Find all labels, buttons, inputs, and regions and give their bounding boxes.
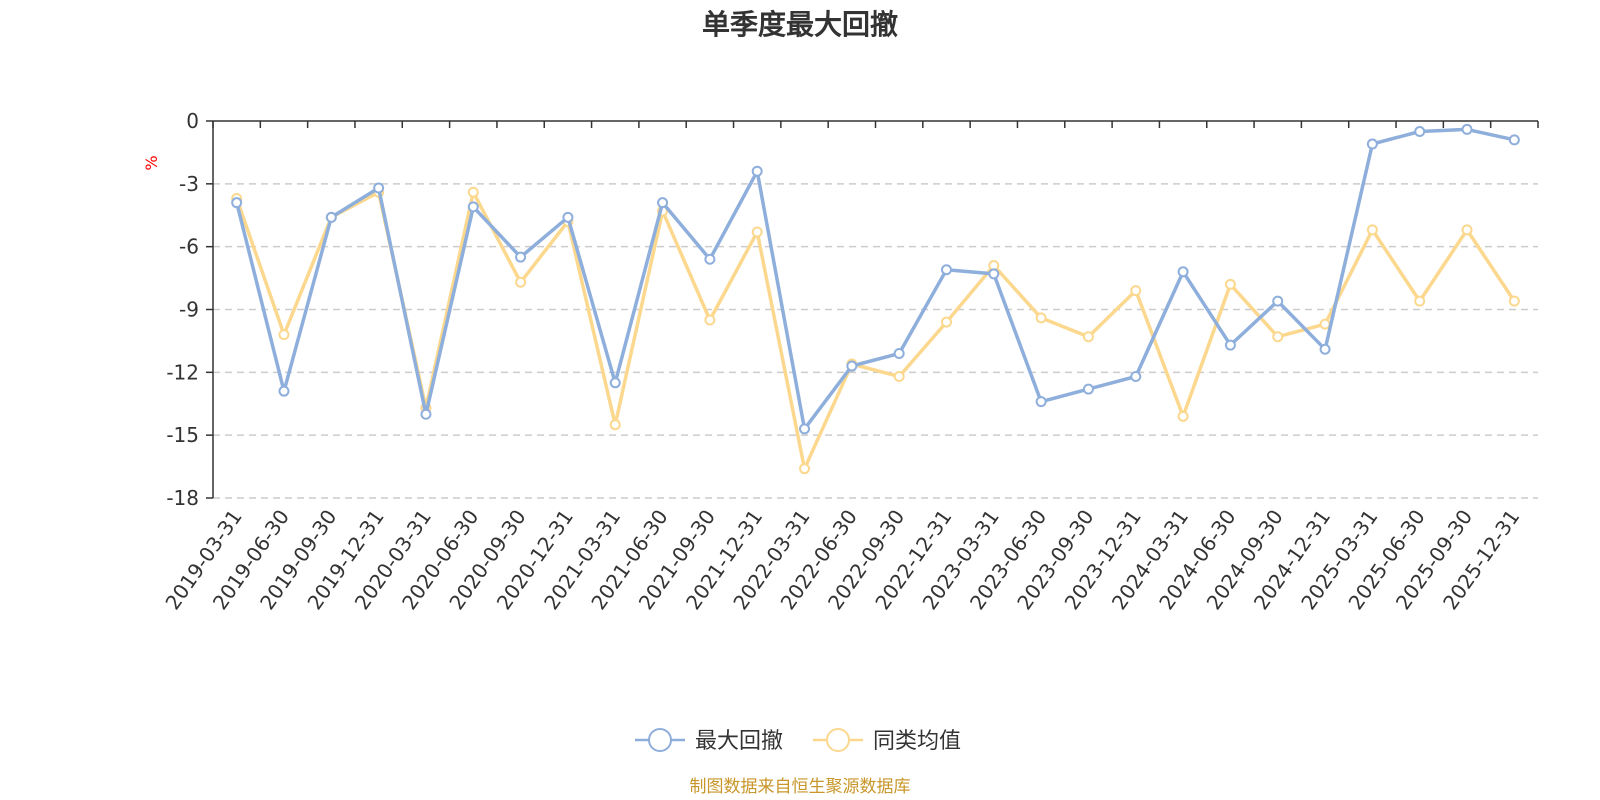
y-tick-label: -18: [166, 486, 199, 510]
data-point: [1461, 123, 1473, 135]
data-point: [1508, 134, 1520, 146]
data-point: [515, 251, 527, 263]
data-point: [1414, 125, 1426, 137]
data-point: [704, 314, 716, 326]
y-tick-label: -12: [166, 360, 199, 384]
legend-item[interactable]: 同类均值: [813, 728, 961, 754]
data-point: [1461, 224, 1473, 236]
data-point: [1177, 266, 1189, 278]
data-point: [278, 329, 290, 341]
data-point: [1082, 331, 1094, 343]
legend-item[interactable]: 最大回撤: [635, 728, 783, 754]
series-lines: [231, 123, 1520, 475]
y-tick-label: 0: [186, 109, 199, 133]
data-point: [278, 385, 290, 397]
data-point: [657, 197, 669, 209]
data-point: [1082, 383, 1094, 395]
data-point: [1272, 331, 1284, 343]
y-tick-label: -3: [179, 172, 199, 196]
axes: [206, 120, 1539, 499]
data-point: [846, 360, 858, 372]
data-point: [1130, 371, 1142, 383]
data-point: [609, 419, 621, 431]
data-point: [1366, 224, 1378, 236]
data-point: [562, 211, 574, 223]
legend-marker: [648, 728, 672, 752]
data-point: [467, 201, 479, 213]
data-point: [1366, 138, 1378, 150]
data-point: [1319, 343, 1331, 355]
data-point: [988, 268, 1000, 280]
data-point: [1130, 285, 1142, 297]
data-point: [799, 423, 811, 435]
legend-label: 最大回撤: [695, 729, 783, 754]
data-point: [231, 197, 243, 209]
data-point: [325, 211, 337, 223]
data-point: [515, 276, 527, 288]
source-note: 制图数据来自恒生聚源数据库: [690, 777, 911, 797]
y-tick-label: -15: [166, 423, 199, 447]
series-2: [231, 186, 1520, 475]
data-point: [609, 377, 621, 389]
data-point: [704, 253, 716, 265]
data-point: [799, 463, 811, 475]
data-point: [1272, 295, 1284, 307]
data-point: [1035, 396, 1047, 408]
y-tick-labels: 0 -3 -6 -9 -12 -15 -18: [166, 109, 199, 510]
data-point: [1224, 278, 1236, 290]
data-point: [1508, 295, 1520, 307]
data-point: [1414, 295, 1426, 307]
data-point: [751, 165, 763, 177]
data-point: [1224, 339, 1236, 351]
legend-label: 同类均值: [873, 729, 961, 754]
data-point: [1177, 410, 1189, 422]
legend[interactable]: 最大回撤 同类均值: [635, 728, 961, 754]
y-tick-label: -6: [179, 235, 199, 259]
data-point: [893, 371, 905, 383]
data-point: [373, 182, 385, 194]
chart-title: 单季度最大回撤: [702, 8, 898, 41]
legend-marker: [826, 728, 850, 752]
data-point: [467, 186, 479, 198]
y-axis-unit: %: [142, 155, 161, 170]
data-point: [751, 226, 763, 238]
data-point: [1035, 312, 1047, 324]
data-point: [940, 264, 952, 276]
data-point: [420, 408, 432, 420]
data-point: [1319, 318, 1331, 330]
data-point: [893, 347, 905, 359]
x-tick-labels: 2019-03-312019-06-302019-09-302019-12-31…: [160, 505, 1524, 614]
series-line: [235, 127, 1515, 431]
y-tick-label: -9: [179, 298, 199, 322]
series-1: [231, 123, 1520, 435]
data-point: [940, 316, 952, 328]
series-line: [235, 190, 1516, 471]
